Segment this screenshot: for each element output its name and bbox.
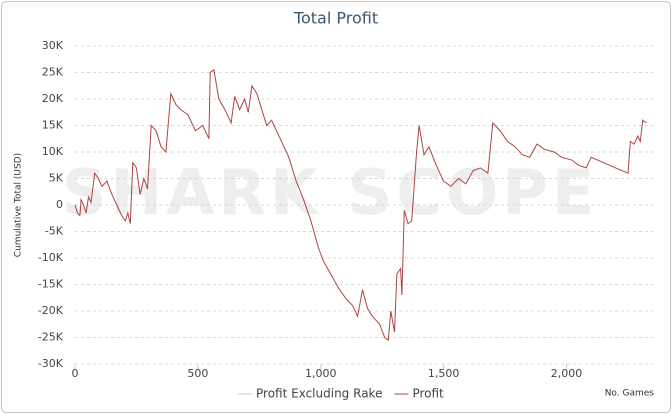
y-tick-label: -5K: [45, 225, 64, 238]
y-tick-label: -20K: [38, 304, 64, 317]
y-tick-label: 5K: [49, 172, 64, 185]
chart-title: Total Profit: [293, 9, 378, 28]
x-axis-title: No. Games: [605, 389, 655, 399]
y-tick-label: -30K: [38, 357, 64, 370]
watermark: SHARK SCOPE: [62, 156, 599, 229]
y-tick-label: 25K: [42, 66, 64, 79]
y-tick-label: 0: [56, 198, 63, 211]
y-tick-label: 15K: [42, 119, 64, 132]
x-tick-label: 500: [187, 367, 208, 380]
y-tick-label: -25K: [38, 331, 64, 344]
profit-line: [74, 68, 647, 342]
legend-label[interactable]: Profit: [412, 387, 444, 401]
y-tick-label: 20K: [42, 92, 64, 105]
y-axis-title: Cumulative Total (USD): [14, 153, 24, 257]
x-tick-label: 1,000: [305, 367, 337, 380]
y-tick-label: -10K: [38, 251, 64, 264]
x-tick-label: 2,000: [551, 367, 583, 380]
y-tick-label: -15K: [38, 278, 64, 291]
y-tick-label: 30K: [42, 39, 64, 52]
x-tick-label: 1,500: [428, 367, 460, 380]
legend-label[interactable]: Profit Excluding Rake: [256, 387, 382, 401]
y-tick-label: 10K: [42, 145, 64, 158]
x-tick-label: 0: [72, 367, 79, 380]
